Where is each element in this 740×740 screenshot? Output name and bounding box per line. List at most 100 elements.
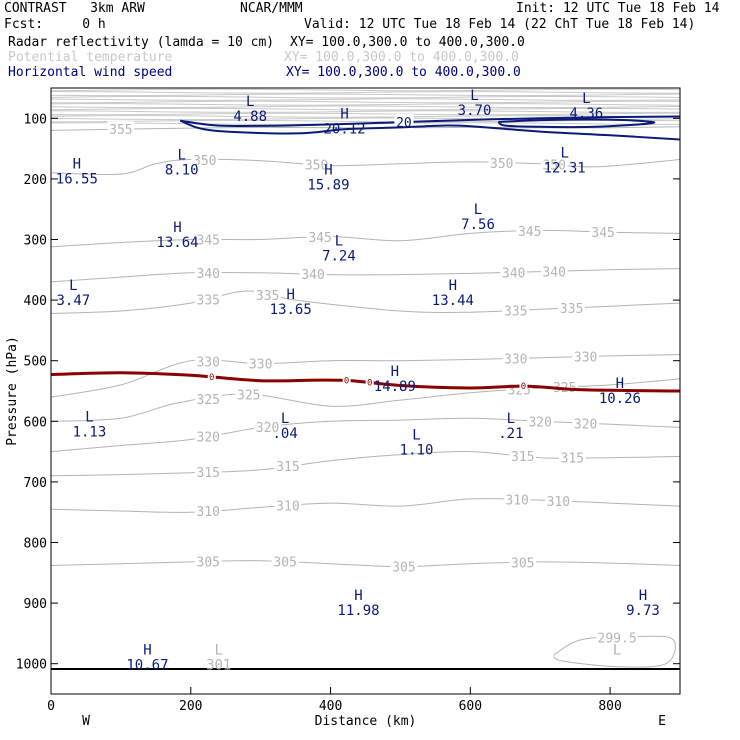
wind-extremum-type: L — [582, 91, 590, 107]
theta-contour-305 — [51, 560, 680, 568]
wind-extremum-type: H — [143, 643, 151, 659]
theta-label-320: 320 — [197, 430, 220, 445]
wind-extremum-value: 15.89 — [307, 178, 349, 194]
theta-label-310: 310 — [547, 495, 570, 510]
theta-label-340-bg — [194, 264, 222, 280]
theta-label-350: 350 — [193, 154, 216, 169]
freezing-marker: 0 — [209, 373, 214, 383]
theta-label-310-bg — [503, 491, 531, 507]
y-tick-label: 500 — [24, 355, 47, 370]
theta-label-340: 340 — [301, 268, 324, 283]
theta-label-320: 320 — [256, 421, 279, 436]
wind-extremum-type: L — [507, 411, 515, 427]
upper-theta-line — [51, 95, 680, 99]
upper-theta-line — [51, 100, 680, 104]
theta-label-320-bg — [572, 415, 600, 431]
theta-label-345: 345 — [197, 234, 220, 249]
wind-extremum-type: L — [560, 146, 568, 162]
wind-extremum-value: .21 — [498, 426, 523, 442]
theta-label-355-bg — [107, 121, 135, 137]
theta-label-320-bg — [526, 413, 554, 429]
theta-label-340-bg — [299, 266, 327, 282]
freezing-marker-bg — [365, 377, 374, 388]
model-title: CONTRAST 3km ARW — [4, 1, 145, 16]
wind-extremum-type: L — [246, 94, 254, 110]
theta-label-310-bg — [274, 497, 302, 513]
wind-extremum-value: 14.89 — [374, 379, 416, 395]
wind-extremum-type: L — [69, 278, 77, 294]
wind-extremum-value: 1.13 — [73, 424, 107, 440]
wind-extremum-value: 3.47 — [57, 293, 91, 309]
wind-contour-25 — [497, 118, 656, 129]
theta-label-325: 325 — [237, 388, 260, 403]
wind-extremum-type: H — [73, 157, 81, 173]
y-tick-label: 100 — [24, 112, 47, 127]
wind-extremum-value: 12.31 — [544, 161, 586, 177]
theta-label-330-bg — [194, 353, 222, 369]
wind-extremum-value: 13.44 — [432, 293, 474, 309]
wind-extremum-type: L — [474, 202, 482, 218]
wind-contour-20 — [179, 119, 680, 141]
theta-label-330: 330 — [504, 352, 527, 367]
upper-theta-line — [51, 110, 680, 113]
theta-label-320-bg — [194, 428, 222, 444]
theta-label-315-bg — [558, 449, 586, 465]
theta-contour-335 — [51, 290, 680, 314]
wind-extremum-type: H — [340, 106, 348, 122]
freezing-marker-bg — [519, 381, 528, 392]
field-xy-wind: XY= 100.0,300.0 to 400.0,300.0 — [286, 65, 521, 80]
y-tick-label: 600 — [24, 415, 47, 430]
x-tick-label: 600 — [459, 699, 482, 714]
wind-extremum-value: 10.67 — [126, 658, 168, 674]
theta-extremum-type: L — [215, 643, 223, 659]
theta-label-335: 335 — [504, 304, 527, 319]
freezing-marker: 0 — [367, 378, 372, 388]
field-label-theta: Potential temperature — [8, 50, 173, 65]
x-tick-label: 400 — [319, 699, 342, 714]
theta-label-305-bg — [509, 554, 537, 570]
center-title: NCAR/MMM — [240, 1, 303, 16]
wind-extremum-value: 10.26 — [599, 391, 641, 407]
wind-extremum-type: L — [281, 411, 289, 427]
wind-label-20-bg — [394, 114, 414, 130]
y-tick-label: 400 — [24, 294, 47, 309]
y-tick-label: 800 — [24, 537, 47, 552]
x-tick-label: 800 — [598, 699, 621, 714]
theta-label-345: 345 — [591, 226, 614, 241]
freezing-marker-bg — [342, 375, 351, 386]
theta-label-350: 350 — [542, 159, 565, 174]
freezing-marker: 0 — [344, 377, 349, 387]
wind-extremum-value: 13.64 — [156, 235, 198, 251]
theta-label-320: 320 — [574, 417, 597, 432]
upper-theta-line — [51, 91, 680, 94]
wind-extremum-type: H — [173, 220, 181, 236]
theta-label-310-bg — [544, 492, 572, 508]
theta-label-330: 330 — [574, 350, 597, 365]
theta-label-335-bg — [254, 286, 282, 302]
plot-frame — [50, 87, 681, 695]
theta-label-350-bg — [303, 156, 330, 172]
x-axis-title: Distance (km) — [315, 714, 417, 729]
freezing-marker: 0 — [521, 382, 526, 392]
theta-label-335-bg — [502, 302, 530, 318]
freezing-marker-bg — [207, 371, 216, 382]
theta-label-345-bg — [589, 224, 617, 240]
theta-label-310-bg — [194, 502, 222, 518]
wind-extremum-value: 16.55 — [56, 172, 98, 188]
theta-label-350: 350 — [490, 157, 513, 172]
x-tick-label: 200 — [179, 699, 202, 714]
theta-label-330-bg — [247, 355, 275, 371]
init-time: Init: 12 UTC Tue 18 Feb 14 — [516, 1, 720, 16]
theta-label-310: 310 — [505, 494, 528, 509]
theta-label-305: 305 — [273, 556, 296, 571]
wind-extremum-type: L — [177, 148, 185, 164]
y-axis-title: Pressure (hPa) — [5, 336, 20, 446]
theta-contours: 355 350 350 350 350 345 345 345 345 340 340 340 340 3… — [51, 121, 680, 668]
wind-extremum-type: L — [85, 409, 93, 425]
east-endpoint-label: E — [658, 714, 666, 729]
wind-extremum-value: 4.88 — [233, 109, 267, 125]
theta-label-330-bg — [502, 350, 530, 366]
theta-label-315-bg — [194, 464, 222, 480]
theta-label-315: 315 — [276, 460, 299, 475]
